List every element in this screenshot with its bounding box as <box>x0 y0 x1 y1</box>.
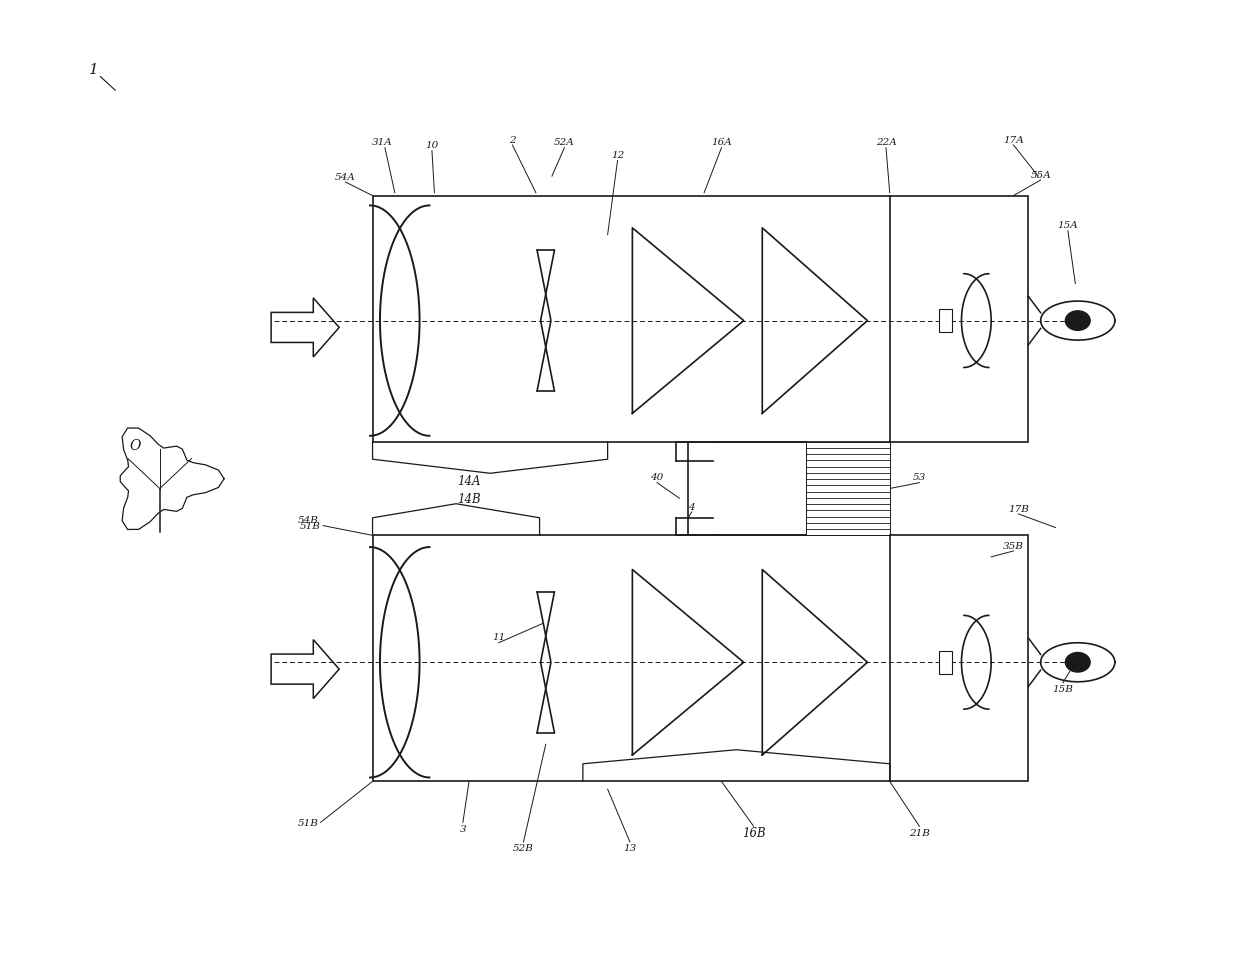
Text: 51B: 51B <box>300 521 321 530</box>
Text: 54B: 54B <box>298 515 319 525</box>
Circle shape <box>1065 312 1090 331</box>
Bar <box>939 310 951 333</box>
Text: 52A: 52A <box>554 138 574 148</box>
Text: 3: 3 <box>460 823 466 833</box>
Text: 53: 53 <box>913 472 926 482</box>
Text: 12: 12 <box>611 151 624 160</box>
Text: 4: 4 <box>688 502 696 511</box>
Text: 16B: 16B <box>742 825 765 839</box>
Text: 2: 2 <box>510 135 516 145</box>
Text: 11: 11 <box>492 633 506 642</box>
Text: 13: 13 <box>624 843 636 853</box>
Text: O: O <box>129 438 140 452</box>
Text: 51B: 51B <box>298 818 319 827</box>
Bar <box>372 536 1028 781</box>
Text: 17B: 17B <box>1008 504 1029 513</box>
Text: 52B: 52B <box>513 843 534 853</box>
Text: 15A: 15A <box>1058 221 1079 230</box>
Text: 40: 40 <box>651 472 663 482</box>
Text: 54A: 54A <box>335 172 356 182</box>
Text: 1: 1 <box>89 63 99 76</box>
Text: 17A: 17A <box>1003 135 1024 145</box>
Text: 31A: 31A <box>372 138 393 148</box>
Text: 15B: 15B <box>1053 685 1074 693</box>
Text: 22A: 22A <box>875 138 897 148</box>
Text: 16A: 16A <box>711 138 732 148</box>
Bar <box>939 651 951 674</box>
Bar <box>372 197 1028 442</box>
Bar <box>806 442 890 536</box>
Text: 35B: 35B <box>1003 541 1024 550</box>
Text: 55A: 55A <box>1030 170 1052 180</box>
Text: 14B: 14B <box>458 492 481 506</box>
Text: 21B: 21B <box>909 827 930 837</box>
Text: 10: 10 <box>425 141 439 151</box>
Circle shape <box>1065 653 1090 672</box>
Text: 14A: 14A <box>458 474 481 488</box>
